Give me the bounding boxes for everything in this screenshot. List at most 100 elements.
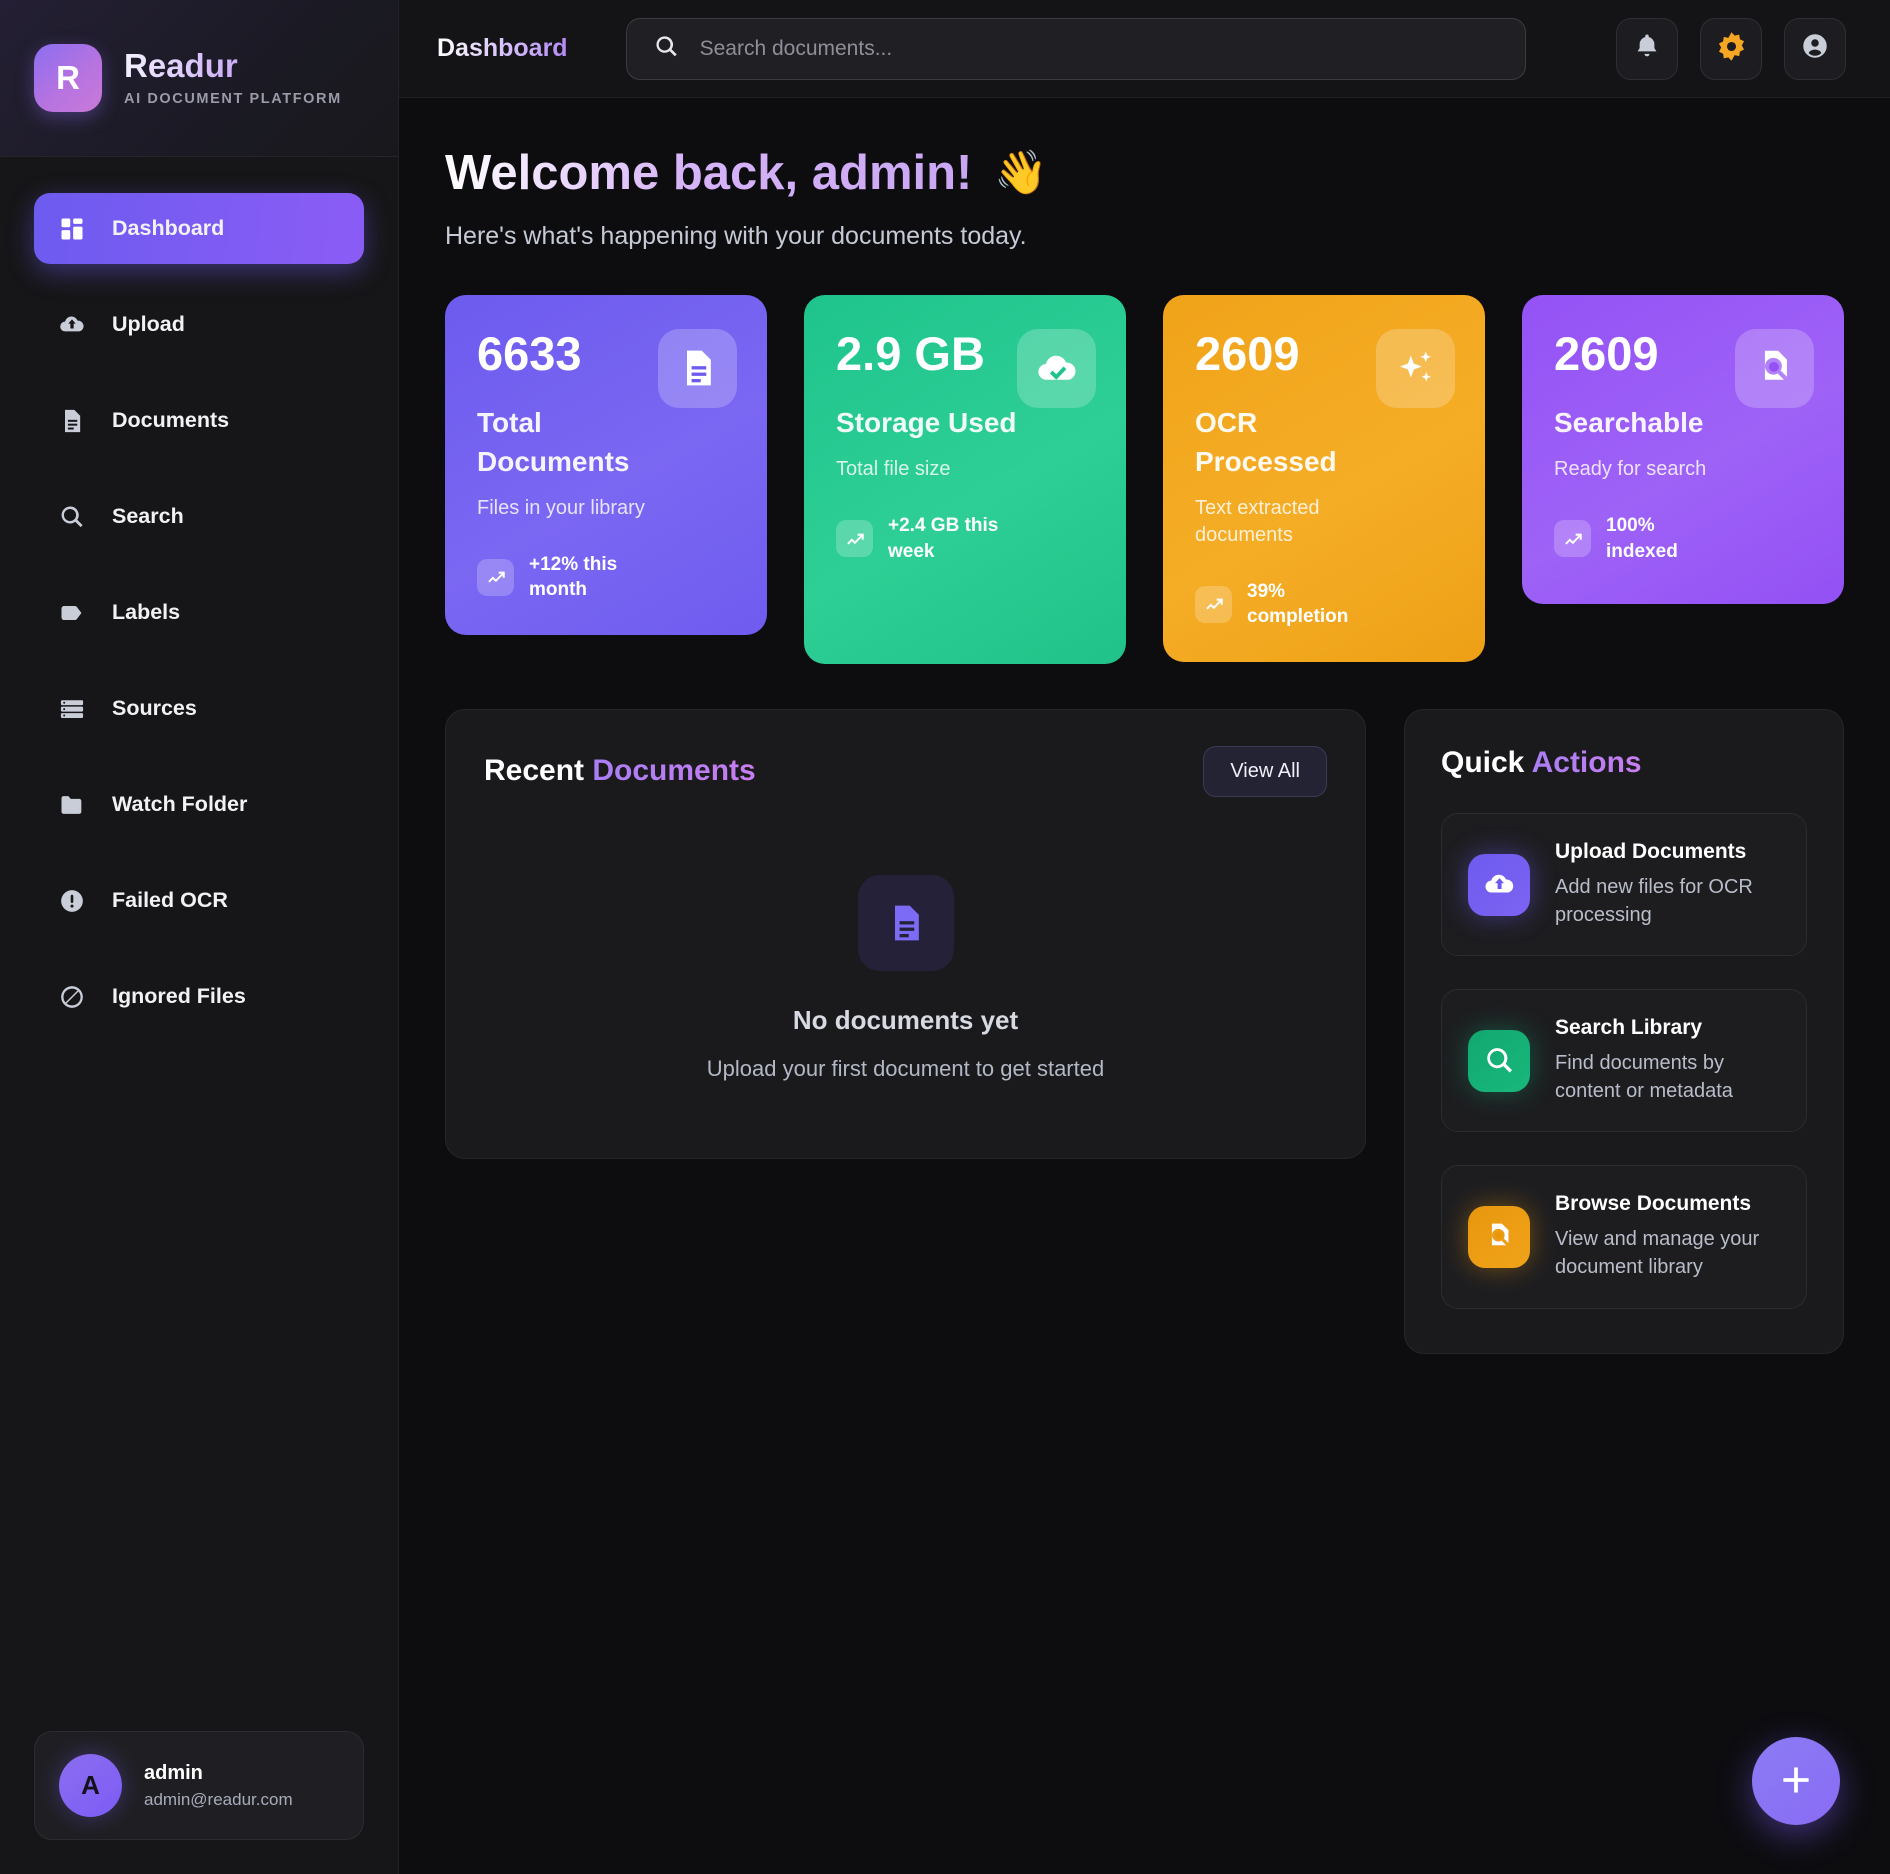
sidebar-item-label: Watch Folder [112,792,248,816]
sidebar-item-label: Labels [112,600,181,624]
quick-action-search-library[interactable]: Search Library Find documents by content… [1441,989,1807,1133]
sidebar-item-labels[interactable]: Labels [34,577,364,648]
user-email: admin@readur.com [144,1789,293,1809]
empty-title: No documents yet [792,1004,1019,1035]
stat-card-total-documents: 6633 Total Documents Files in your libra… [445,294,767,635]
sidebar-item-sources[interactable]: Sources [34,673,364,744]
app-logo: R [34,44,102,112]
alert-circle-icon [58,887,86,915]
trending-up-icon [1195,585,1232,623]
app-name: Readur [124,49,342,84]
welcome-text: Welcome back, admin! [445,146,973,200]
dashboard-panels: Recent Documents View All No documents y… [445,708,1844,1354]
quick-action-title: Browse Documents [1555,1192,1752,1216]
sidebar-item-dashboard[interactable]: Dashboard [34,193,364,264]
stat-value: 6633 [477,326,582,380]
main-area: Dashboard Welcome back, admin! 👋 [399,0,1890,1874]
stat-card-ocr-processed: 2609 OCR Processed Text extracted docume… [1163,294,1485,662]
stat-trend: +12% this month [477,552,735,603]
stat-card-storage-used: 2.9 GB Storage Used Total file size +2.4… [804,294,1126,664]
recent-documents-panel: Recent Documents View All No documents y… [445,708,1366,1159]
stat-label: OCR Processed [1195,407,1337,477]
dashboard-content: Welcome back, admin! 👋 Here's what's hap… [399,98,1890,1874]
sidebar-item-label: Documents [112,408,230,432]
search-input[interactable] [699,36,1499,61]
trending-up-icon [836,520,873,558]
topbar-actions [1616,17,1846,80]
stat-trend: +2.4 GB this week [836,513,1094,564]
sidebar-nav: Dashboard Upload Documents Search Labels… [0,157,398,1731]
sidebar-user-profile[interactable]: A admin admin@readur.com [34,1731,364,1840]
stat-sub: Total file size [836,457,951,480]
trending-up-icon [1554,520,1591,558]
quick-title-accent: Actions [1531,745,1642,779]
avatar-initial: A [81,1770,100,1800]
tag-icon [58,599,86,627]
notifications-button[interactable] [1616,17,1678,80]
sparkles-icon [1376,328,1455,408]
sidebar-item-search[interactable]: Search [34,481,364,552]
stat-value: 2.9 GB [836,326,985,380]
plus-icon [1777,1761,1815,1802]
quick-action-browse-documents[interactable]: Browse Documents View and manage your do… [1441,1165,1807,1309]
view-all-button[interactable]: View All [1203,745,1327,797]
stat-sub: Ready for search [1554,457,1707,480]
document-icon [58,407,86,435]
document-search-icon [1735,328,1814,408]
recent-title-main: Recent [484,754,593,788]
waving-hand-icon: 👋 [994,149,1048,198]
sidebar: R Readur AI DOCUMENT PLATFORM Dashboard … [0,0,399,1874]
cloud-check-icon [1017,328,1096,408]
document-icon [658,328,737,408]
quick-actions-title: Quick Actions [1441,746,1807,780]
stat-trend: 100% indexed [1554,513,1812,564]
sidebar-item-label: Failed OCR [112,888,228,912]
stat-sub: Text extracted documents [1195,496,1320,546]
stat-label: Total Documents [477,407,630,477]
sidebar-item-label: Sources [112,696,197,720]
cloud-upload-icon [58,311,86,339]
brightness-sun-icon [1715,30,1748,68]
sidebar-item-failed-ocr[interactable]: Failed OCR [34,865,364,936]
stat-cards: 6633 Total Documents Files in your libra… [445,294,1844,664]
user-name: admin [144,1761,203,1784]
theme-toggle-button[interactable] [1700,17,1762,80]
add-document-fab[interactable] [1752,1737,1840,1825]
quick-actions-panel: Quick Actions Upload Documents Add new f… [1404,708,1844,1354]
sidebar-item-label: Ignored Files [112,984,246,1008]
quick-action-desc: Find documents by content or metadata [1555,1052,1733,1102]
quick-title-main: Quick [1441,745,1532,779]
app-tagline: AI DOCUMENT PLATFORM [124,90,342,107]
sidebar-item-watch-folder[interactable]: Watch Folder [34,769,364,840]
search-icon [58,503,86,531]
sidebar-item-documents[interactable]: Documents [34,385,364,456]
search-icon [1468,1029,1530,1092]
topbar: Dashboard [399,0,1890,98]
recent-documents-header: Recent Documents View All [484,745,1327,797]
stat-trend-text: +2.4 GB this week [888,514,999,562]
stat-value: 2609 [1554,326,1659,380]
account-button[interactable] [1784,17,1846,80]
search-icon [653,33,680,65]
quick-action-title: Search Library [1555,1016,1703,1040]
recent-documents-empty-state: No documents yet Upload your first docum… [484,797,1327,1082]
document-search-icon [1468,1205,1530,1268]
stat-value: 2609 [1195,326,1300,380]
stat-trend-text: 100% indexed [1606,514,1678,562]
account-circle-icon [1800,31,1830,66]
quick-action-title: Upload Documents [1555,839,1747,863]
sidebar-item-upload[interactable]: Upload [34,289,364,360]
document-icon [857,874,954,971]
brand-header: R Readur AI DOCUMENT PLATFORM [0,0,398,157]
sidebar-item-ignored-files[interactable]: Ignored Files [34,961,364,1032]
quick-action-upload-documents[interactable]: Upload Documents Add new files for OCR p… [1441,812,1807,957]
bell-icon [1632,31,1662,66]
quick-action-desc: View and manage your document library [1555,1228,1760,1278]
sidebar-item-label: Dashboard [112,216,225,240]
logo-letter: R [56,59,80,96]
global-search[interactable] [625,17,1526,80]
block-circle-icon [58,983,86,1011]
avatar: A [59,1754,122,1817]
stat-label: Storage Used [836,407,1017,439]
